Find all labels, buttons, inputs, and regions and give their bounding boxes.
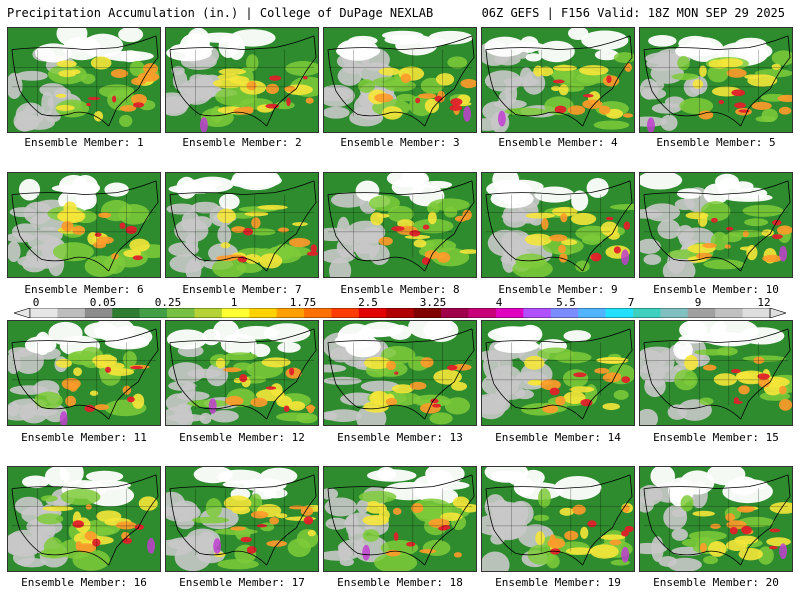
colorbar-tick-label: 7 (627, 296, 635, 309)
ensemble-member-caption: Ensemble Member: 5 (656, 136, 776, 149)
colorbar-bin (687, 308, 716, 318)
colorbar-tick-label: 12 (757, 296, 771, 309)
ensemble-member-map (7, 172, 161, 278)
colorbar-tick-label: 0.05 (89, 296, 117, 309)
colorbar-bin (660, 308, 689, 318)
colorbar-bin (605, 308, 634, 318)
ensemble-member-map (481, 27, 635, 133)
ensemble-member-map (7, 320, 161, 426)
colorbar-bin (413, 308, 442, 318)
ensemble-member-caption: Ensemble Member: 3 (340, 136, 460, 149)
colorbar-tick-label: 3.25 (419, 296, 447, 309)
ensemble-member-map (7, 27, 161, 133)
colorbar-bin (715, 308, 743, 318)
colorbar (14, 308, 786, 318)
ensemble-member-map (481, 466, 635, 572)
ensemble-member-map (7, 466, 161, 572)
colorbar-tick-label: 5.5 (556, 296, 576, 309)
ensemble-member-caption: Ensemble Member: 19 (495, 576, 621, 589)
run-info: 06Z GEFS | F156 Valid: 18Z MON SEP 29 20… (481, 6, 785, 20)
colorbar-arrow-right (769, 308, 786, 318)
ensemble-member-map (165, 466, 319, 572)
ensemble-member-caption: Ensemble Member: 9 (498, 283, 618, 296)
ensemble-member-map (323, 27, 477, 133)
ensemble-member-caption: Ensemble Member: 4 (498, 136, 618, 149)
colorbar-bin (249, 308, 277, 318)
ensemble-member-caption: Ensemble Member: 18 (337, 576, 463, 589)
ensemble-member-map (481, 172, 635, 278)
colorbar-tick-label: 0.25 (154, 296, 182, 309)
colorbar-bin (358, 308, 387, 318)
ensemble-member-caption: Ensemble Member: 14 (495, 431, 621, 444)
colorbar-bin (632, 308, 661, 318)
colorbar-bin (139, 308, 168, 318)
colorbar-bin (112, 308, 140, 318)
ensemble-member-map (165, 27, 319, 133)
colorbar-bin (57, 308, 86, 318)
colorbar-bin (468, 308, 497, 318)
colorbar-bin (194, 308, 223, 318)
ensemble-member-caption: Ensemble Member: 7 (182, 283, 302, 296)
ensemble-member-map (639, 172, 793, 278)
ensemble-member-caption: Ensemble Member: 16 (21, 576, 147, 589)
colorbar-tick-label: 4 (495, 296, 503, 309)
colorbar-bin (30, 308, 58, 318)
ensemble-member-caption: Ensemble Member: 6 (24, 283, 144, 296)
colorbar-bin (386, 308, 415, 318)
colorbar-tick-label: 1 (230, 296, 238, 309)
colorbar-bin (550, 308, 579, 318)
ensemble-member-map (481, 320, 635, 426)
ensemble-member-caption: Ensemble Member: 11 (21, 431, 147, 444)
colorbar-bin (742, 308, 771, 318)
colorbar-labels: 0 0.05 0.25 1 1.75 2.5 3.25 4 5.5 7 9 12 (0, 296, 800, 309)
colorbar-tick-label: 0 (32, 296, 40, 309)
colorbar-bin (304, 308, 332, 318)
ensemble-member-caption: Ensemble Member: 8 (340, 283, 460, 296)
ensemble-member-caption: Ensemble Member: 15 (653, 431, 779, 444)
colorbar-bin (276, 308, 305, 318)
ensemble-member-map (323, 466, 477, 572)
colorbar-bin (167, 308, 195, 318)
ensemble-member-map (165, 172, 319, 278)
ensemble-member-map (639, 466, 793, 572)
colorbar-tick-label: 1.75 (289, 296, 317, 309)
ensemble-member-map (165, 320, 319, 426)
ensemble-member-caption: Ensemble Member: 20 (653, 576, 779, 589)
ensemble-member-caption: Ensemble Member: 1 (24, 136, 144, 149)
ensemble-member-caption: Ensemble Member: 10 (653, 283, 779, 296)
colorbar-bin (578, 308, 606, 318)
colorbar-bin (331, 308, 360, 318)
ensemble-member-map (323, 172, 477, 278)
ensemble-member-map (323, 320, 477, 426)
ensemble-member-caption: Ensemble Member: 12 (179, 431, 305, 444)
colorbar-bin (84, 308, 113, 318)
colorbar-bin (221, 308, 250, 318)
ensemble-member-caption: Ensemble Member: 13 (337, 431, 463, 444)
colorbar-tick-label: 2.5 (358, 296, 378, 309)
ensemble-member-caption: Ensemble Member: 17 (179, 576, 305, 589)
ensemble-member-map (639, 320, 793, 426)
page-title: Precipitation Accumulation (in.) | Colle… (7, 6, 434, 20)
colorbar-bin (441, 308, 469, 318)
colorbar-bin (495, 308, 524, 318)
ensemble-member-caption: Ensemble Member: 2 (182, 136, 302, 149)
ensemble-member-map (639, 27, 793, 133)
colorbar-tick-label: 9 (694, 296, 702, 309)
colorbar-arrow-left (14, 308, 31, 318)
colorbar-bin (523, 308, 552, 318)
